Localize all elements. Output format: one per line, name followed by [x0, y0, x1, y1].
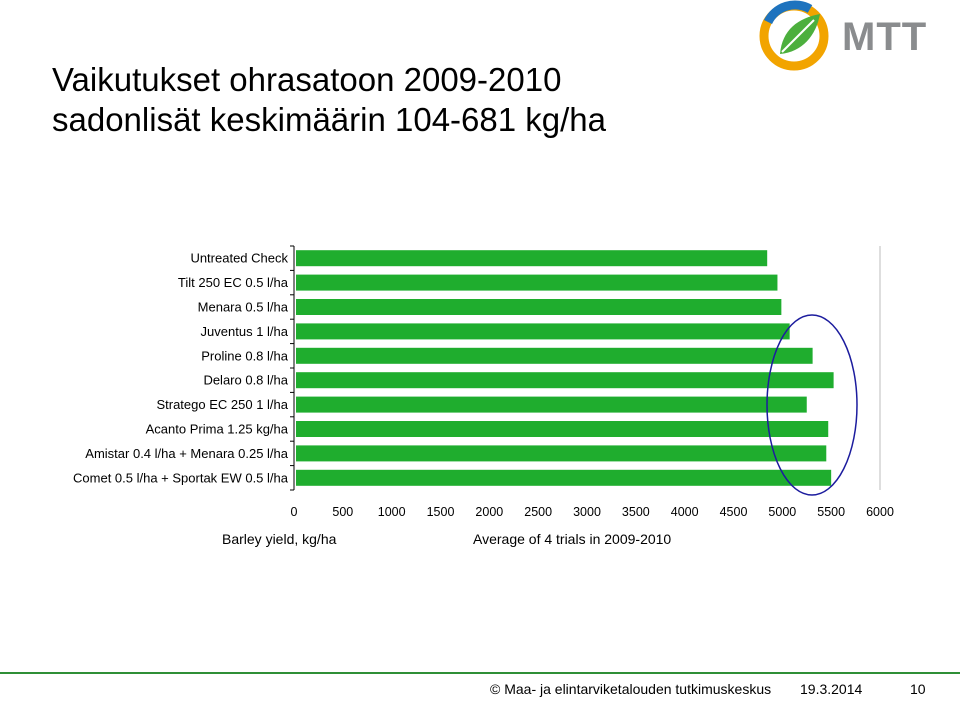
bar [296, 250, 768, 267]
bar [296, 323, 790, 340]
y-tick-label: Menara 0.5 l/ha [198, 300, 289, 315]
x-tick-label: 1000 [378, 505, 406, 519]
y-tick-label: Amistar 0.4 l/ha + Menara 0.25 l/ha [85, 446, 288, 461]
footer-page-number: 10 [910, 681, 926, 697]
bar [296, 469, 832, 486]
x-tick-label: 3500 [622, 505, 650, 519]
x-tick-label: 0 [291, 505, 298, 519]
barley-yield-chart: Untreated Check Tilt 250 EC 0.5 l/ha Menar… [73, 245, 894, 547]
bar [296, 372, 834, 389]
bar [296, 274, 778, 291]
bar [296, 347, 813, 364]
x-tick-label: 6000 [866, 505, 894, 519]
y-tick-label: Untreated Check [190, 251, 288, 266]
slide-title-line2: sadonlisät keskimäärin 104-681 kg/ha [52, 101, 606, 138]
y-tick-label: Acanto Prima 1.25 kg/ha [146, 422, 289, 437]
x-tick-label: 5500 [817, 505, 845, 519]
logo-text: MTT [842, 15, 928, 59]
y-tick-label: Proline 0.8 l/ha [201, 348, 288, 363]
y-tick-label: Juventus 1 l/ha [201, 324, 289, 339]
x-tick-label: 2500 [524, 505, 552, 519]
slide-title: Vaikutukset ohrasatoon 2009-2010 sadonli… [52, 60, 606, 140]
x-tick-label: 3000 [573, 505, 601, 519]
y-tick-label: Stratego EC 250 1 l/ha [156, 397, 288, 412]
x-tick-label: 5000 [768, 505, 796, 519]
x-tick-label: 4500 [720, 505, 748, 519]
y-tick-label: Tilt 250 EC 0.5 l/ha [178, 275, 289, 290]
x-axis-label: Barley yield, kg/ha [222, 531, 337, 547]
chart-note: Average of 4 trials in 2009-2010 [473, 531, 671, 547]
footer-date: 19.3.2014 [800, 681, 863, 697]
x-tick-label: 2000 [475, 505, 503, 519]
mtt-logo [759, 0, 829, 71]
slide-title-line1: Vaikutukset ohrasatoon 2009-2010 [52, 61, 562, 98]
x-tick-label: 4000 [671, 505, 699, 519]
y-tick-label: Delaro 0.8 l/ha [203, 373, 288, 388]
bar [296, 445, 827, 462]
logo-ring-blue-icon [763, 0, 813, 25]
x-tick-label: 500 [332, 505, 353, 519]
bar [296, 396, 807, 413]
footer-copyright: © Maa- ja elintarviketalouden tutkimuske… [490, 681, 772, 697]
y-tick-label: Comet 0.5 l/ha + Sportak EW 0.5 l/ha [73, 470, 289, 485]
bar [296, 299, 782, 315]
x-tick-label: 1500 [427, 505, 455, 519]
bar [296, 421, 829, 437]
footer: © Maa- ja elintarviketalouden tutkimuske… [0, 672, 960, 704]
